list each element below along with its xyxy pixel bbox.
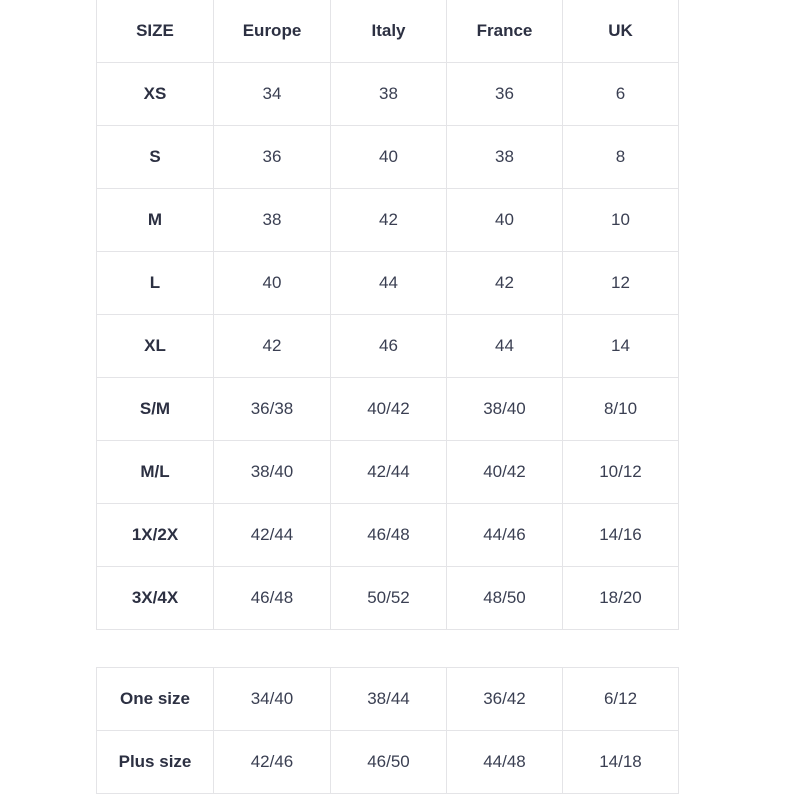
table-body: XS 34 38 36 6 S 36 40 38 8 M 38 42 40 10 [96, 62, 679, 630]
cell-uk: 14/16 [562, 503, 679, 567]
cell-uk: 10/12 [562, 440, 679, 504]
cell-france: 44/48 [446, 730, 563, 794]
row-label-m-l: M/L [96, 440, 214, 504]
cell-italy: 50/52 [330, 566, 447, 630]
cell-france: 38/40 [446, 377, 563, 441]
table-body: One size 34/40 38/44 36/42 6/12 Plus siz… [96, 667, 679, 794]
column-header-uk: UK [562, 0, 679, 63]
cell-italy: 46/50 [330, 730, 447, 794]
row-label-plus-size: Plus size [96, 730, 214, 794]
cell-italy: 40/42 [330, 377, 447, 441]
table-row: S 36 40 38 8 [96, 125, 679, 189]
table-row: S/M 36/38 40/42 38/40 8/10 [96, 377, 679, 441]
cell-france: 36 [446, 62, 563, 126]
row-label-3x-4x: 3X/4X [96, 566, 214, 630]
cell-europe: 40 [213, 251, 331, 315]
cell-france: 38 [446, 125, 563, 189]
cell-europe: 36 [213, 125, 331, 189]
cell-france: 40 [446, 188, 563, 252]
row-label-one-size: One size [96, 667, 214, 731]
cell-france: 40/42 [446, 440, 563, 504]
table-row: XS 34 38 36 6 [96, 62, 679, 126]
cell-uk: 14/18 [562, 730, 679, 794]
column-header-italy: Italy [330, 0, 447, 63]
row-label-xl: XL [96, 314, 214, 378]
cell-italy: 38/44 [330, 667, 447, 731]
column-header-europe: Europe [213, 0, 331, 63]
cell-europe: 42 [213, 314, 331, 378]
cell-europe: 34 [213, 62, 331, 126]
table-row: 1X/2X 42/44 46/48 44/46 14/16 [96, 503, 679, 567]
table-row: L 40 44 42 12 [96, 251, 679, 315]
cell-france: 42 [446, 251, 563, 315]
table-row: XL 42 46 44 14 [96, 314, 679, 378]
table-header: SIZE Europe Italy France UK [96, 0, 679, 63]
row-label-s-m: S/M [96, 377, 214, 441]
cell-italy: 40 [330, 125, 447, 189]
cell-italy: 46/48 [330, 503, 447, 567]
row-label-m: M [96, 188, 214, 252]
cell-europe: 38/40 [213, 440, 331, 504]
cell-uk: 12 [562, 251, 679, 315]
size-conversion-table: SIZE Europe Italy France UK XS 34 38 36 … [96, 0, 679, 630]
cell-uk: 18/20 [562, 566, 679, 630]
cell-europe: 38 [213, 188, 331, 252]
row-label-s: S [96, 125, 214, 189]
one-size-plus-size-table: One size 34/40 38/44 36/42 6/12 Plus siz… [96, 667, 679, 794]
cell-uk: 10 [562, 188, 679, 252]
row-label-l: L [96, 251, 214, 315]
cell-uk: 6 [562, 62, 679, 126]
cell-italy: 44 [330, 251, 447, 315]
cell-italy: 42 [330, 188, 447, 252]
row-label-1x-2x: 1X/2X [96, 503, 214, 567]
cell-italy: 38 [330, 62, 447, 126]
cell-uk: 8 [562, 125, 679, 189]
cell-europe: 42/44 [213, 503, 331, 567]
cell-france: 48/50 [446, 566, 563, 630]
column-header-size: SIZE [96, 0, 214, 63]
table-row: M 38 42 40 10 [96, 188, 679, 252]
table-row: Plus size 42/46 46/50 44/48 14/18 [96, 730, 679, 794]
table-row: 3X/4X 46/48 50/52 48/50 18/20 [96, 566, 679, 630]
cell-italy: 46 [330, 314, 447, 378]
cell-uk: 8/10 [562, 377, 679, 441]
cell-france: 44 [446, 314, 563, 378]
cell-france: 44/46 [446, 503, 563, 567]
cell-europe: 36/38 [213, 377, 331, 441]
cell-europe: 34/40 [213, 667, 331, 731]
cell-italy: 42/44 [330, 440, 447, 504]
table-header-row: SIZE Europe Italy France UK [96, 0, 679, 63]
cell-uk: 14 [562, 314, 679, 378]
cell-france: 36/42 [446, 667, 563, 731]
row-label-xs: XS [96, 62, 214, 126]
cell-europe: 46/48 [213, 566, 331, 630]
cell-uk: 6/12 [562, 667, 679, 731]
table-row: One size 34/40 38/44 36/42 6/12 [96, 667, 679, 731]
cell-europe: 42/46 [213, 730, 331, 794]
table-row: M/L 38/40 42/44 40/42 10/12 [96, 440, 679, 504]
column-header-france: France [446, 0, 563, 63]
